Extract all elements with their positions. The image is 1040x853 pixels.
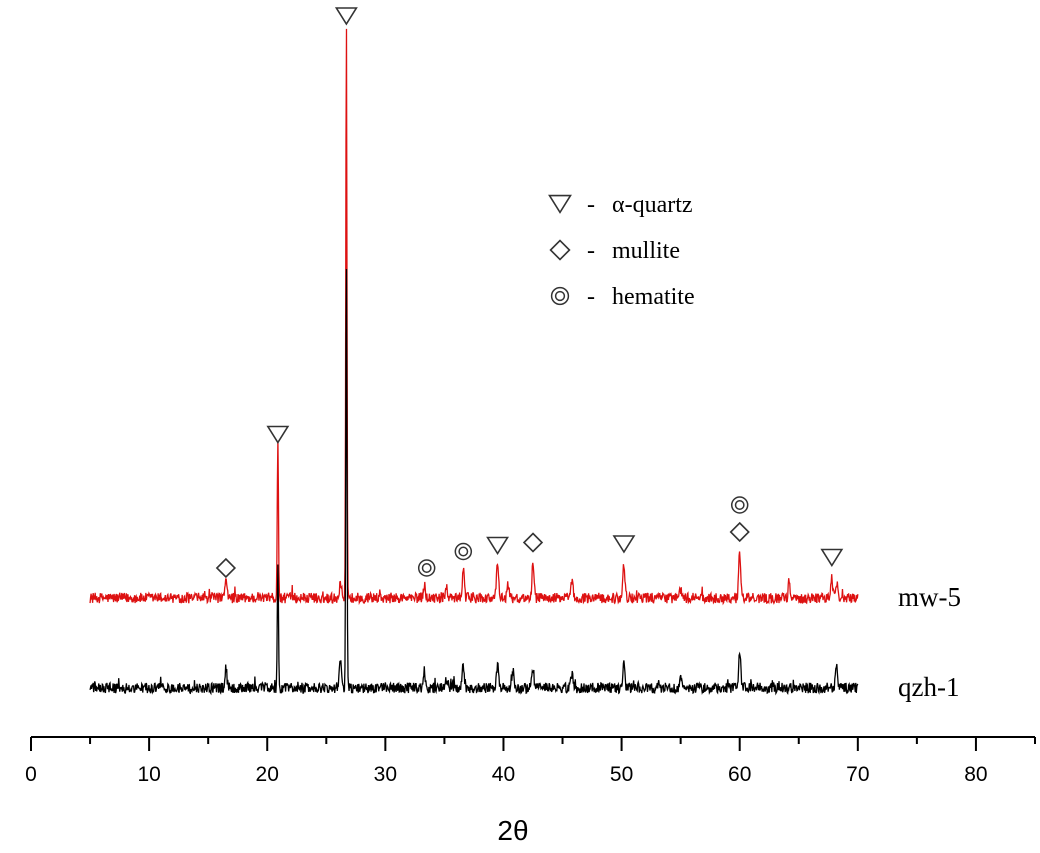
legend-separator: -	[587, 192, 595, 218]
triangle-down-marker	[334, 7, 358, 26]
peak-markers-layer	[215, 7, 844, 579]
legend-label-α-quartz: α-quartz	[612, 192, 693, 218]
x-tick-label: 0	[25, 763, 37, 786]
double-circle-marker	[454, 542, 473, 561]
legend-diamond-icon	[549, 239, 571, 261]
legend-separator: -	[587, 284, 595, 310]
x-tick-label: 40	[492, 763, 515, 786]
legend-label-mullite: mullite	[612, 238, 680, 264]
triangle-down-marker	[486, 536, 510, 556]
legend-triangle-down-icon	[548, 194, 572, 214]
x-tick-label: 30	[374, 763, 397, 786]
legend-separator: -	[587, 238, 595, 264]
double-circle-marker	[417, 559, 436, 577]
x-tick-label: 50	[610, 763, 633, 786]
triangle-down-marker	[612, 535, 636, 554]
legend-label-hematite: hematite	[612, 284, 695, 310]
legend-double-circle-icon	[550, 286, 570, 306]
series-line-qzh-1	[89, 269, 859, 696]
diamond-marker	[729, 521, 750, 543]
series-line-mw-5	[89, 28, 859, 606]
x-axis-title: 2θ	[497, 815, 528, 846]
triangle-down-marker	[266, 425, 290, 445]
series-layer	[89, 28, 859, 696]
x-tick-label: 80	[964, 763, 987, 786]
triangle-down-marker	[820, 548, 844, 568]
legend: - α-quartz-mullite-hematite	[548, 192, 695, 310]
x-tick-label: 70	[846, 763, 869, 786]
series-label-mw-5: mw-5	[898, 582, 961, 612]
x-tick-label: 20	[256, 763, 279, 786]
x-axis-ticks: 0 10 20 30 40 50 60 70 80	[25, 737, 1036, 786]
x-tick-label: 60	[728, 763, 751, 786]
diamond-marker	[215, 557, 237, 579]
double-circle-marker	[730, 496, 749, 514]
series-label-qzh-1: qzh-1	[898, 672, 959, 702]
series-labels: mw-5 qzh-1	[898, 582, 961, 702]
diamond-marker	[522, 532, 544, 553]
x-tick-label: 10	[137, 763, 160, 786]
